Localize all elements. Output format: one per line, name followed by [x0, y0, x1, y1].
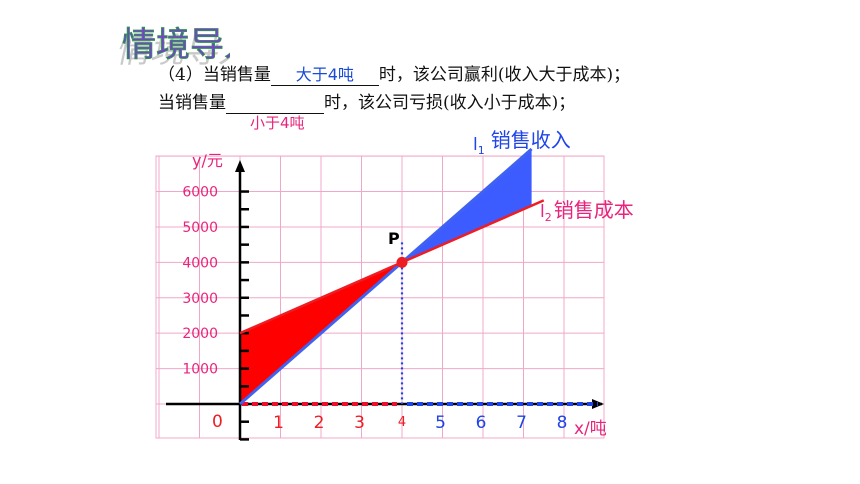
- x-tick-label: 8: [557, 413, 568, 433]
- x-tick-label: 5: [435, 413, 446, 433]
- line2-suffix: 时，该公司亏损(收入小于成本)；: [324, 93, 576, 113]
- series-cost-label: l2 销售成本: [540, 198, 634, 224]
- y-tick-label: 1000: [182, 362, 218, 378]
- line1-suffix: 时，该公司赢利(收入大于成本)；: [378, 65, 631, 85]
- line2-blank: [226, 93, 324, 114]
- x-tick-label: 7: [516, 413, 527, 433]
- chart-labels: y/元 x/吨 0 1000 2000 3000 4000 5000 6000 1 2 3 4 5 6 7 8 P…: [182, 128, 633, 439]
- intersection-point: [396, 256, 408, 268]
- intersection-label: P: [388, 229, 400, 248]
- x-axis-label: x/吨: [574, 419, 607, 439]
- line1-blank: 大于4吨: [270, 61, 379, 86]
- series-income-label: l1 销售收入: [473, 128, 571, 157]
- series-income-subscript: 1: [478, 144, 485, 157]
- line1-prefix: （4）当销售量: [158, 65, 271, 85]
- series-cost-line: [239, 199, 545, 335]
- question-line-2: 当销售量 时，该公司亏损(收入小于成本)；: [158, 88, 575, 114]
- y-tick-label: 5000: [182, 220, 218, 236]
- x-tick-label: 4: [398, 415, 406, 430]
- line1-answer: 大于4吨: [295, 65, 354, 84]
- y-tick-label: 6000: [182, 185, 218, 201]
- y-tick-label: 3000: [182, 291, 218, 307]
- chart-grid: [155, 155, 605, 439]
- y-axis-arrow: [235, 160, 245, 172]
- series-income-symbol: l: [473, 135, 478, 155]
- y-tick-label: 4000: [182, 255, 218, 271]
- chart-lines: [239, 147, 545, 406]
- series-cost-symbol: l: [540, 202, 545, 222]
- heading-shadow: 情境导入: [114, 31, 230, 71]
- grid-border: [155, 155, 605, 439]
- line2-answer: 小于4吨: [250, 114, 305, 132]
- series-cost-subscript: 2: [545, 211, 552, 224]
- question-line-1: （4）当销售量 大于4吨 时，该公司赢利(收入大于成本)；: [158, 60, 630, 86]
- x-tick-label: 1: [273, 413, 284, 433]
- line2-prefix: 当销售量: [158, 93, 226, 113]
- series-income-line: [239, 147, 533, 406]
- x-tick-label: 3: [354, 413, 365, 433]
- y-tick-label: 2000: [182, 326, 218, 342]
- y-axis-label: y/元: [192, 151, 223, 170]
- heading-wordart: 情境导入 情境导入: [114, 25, 230, 71]
- origin-label: 0: [212, 412, 223, 432]
- x-tick-label: 6: [476, 413, 487, 433]
- series-cost-name: 销售成本: [554, 198, 634, 222]
- series-income-name: 销售收入: [491, 128, 571, 152]
- x-tick-label: 2: [314, 413, 325, 433]
- chart-axes: [166, 160, 604, 441]
- heading-text: 情境导入: [122, 25, 230, 65]
